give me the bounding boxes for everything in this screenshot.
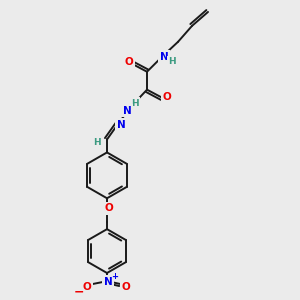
Text: H: H (168, 57, 176, 66)
Text: O: O (82, 282, 91, 292)
Text: O: O (122, 282, 130, 292)
Text: N: N (103, 277, 112, 287)
Text: N: N (117, 119, 125, 130)
Text: N: N (160, 52, 168, 62)
Text: +: + (112, 272, 118, 281)
Text: N: N (123, 106, 131, 116)
Text: H: H (131, 99, 139, 108)
Text: O: O (124, 57, 134, 67)
Text: O: O (163, 92, 171, 102)
Text: H: H (93, 138, 101, 147)
Text: O: O (105, 203, 113, 213)
Text: −: − (74, 285, 84, 298)
